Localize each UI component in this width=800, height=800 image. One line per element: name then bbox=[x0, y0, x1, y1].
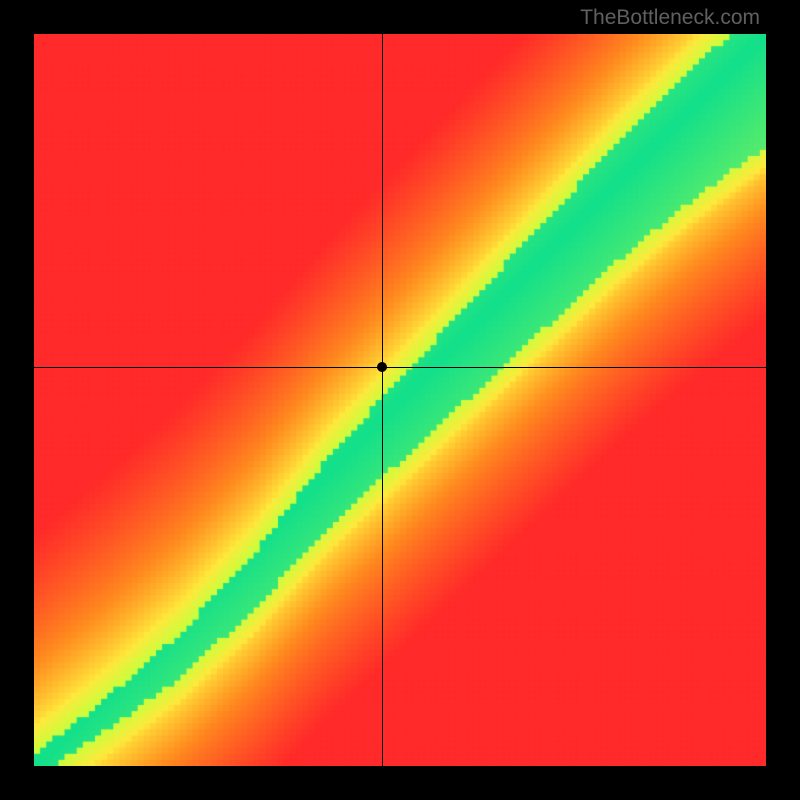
marker-dot bbox=[377, 362, 387, 372]
heatmap-plot bbox=[34, 34, 766, 766]
crosshair-horizontal bbox=[34, 367, 766, 368]
heatmap-canvas bbox=[34, 34, 766, 766]
crosshair-vertical bbox=[382, 34, 383, 766]
watermark-text: TheBottleneck.com bbox=[580, 6, 760, 30]
